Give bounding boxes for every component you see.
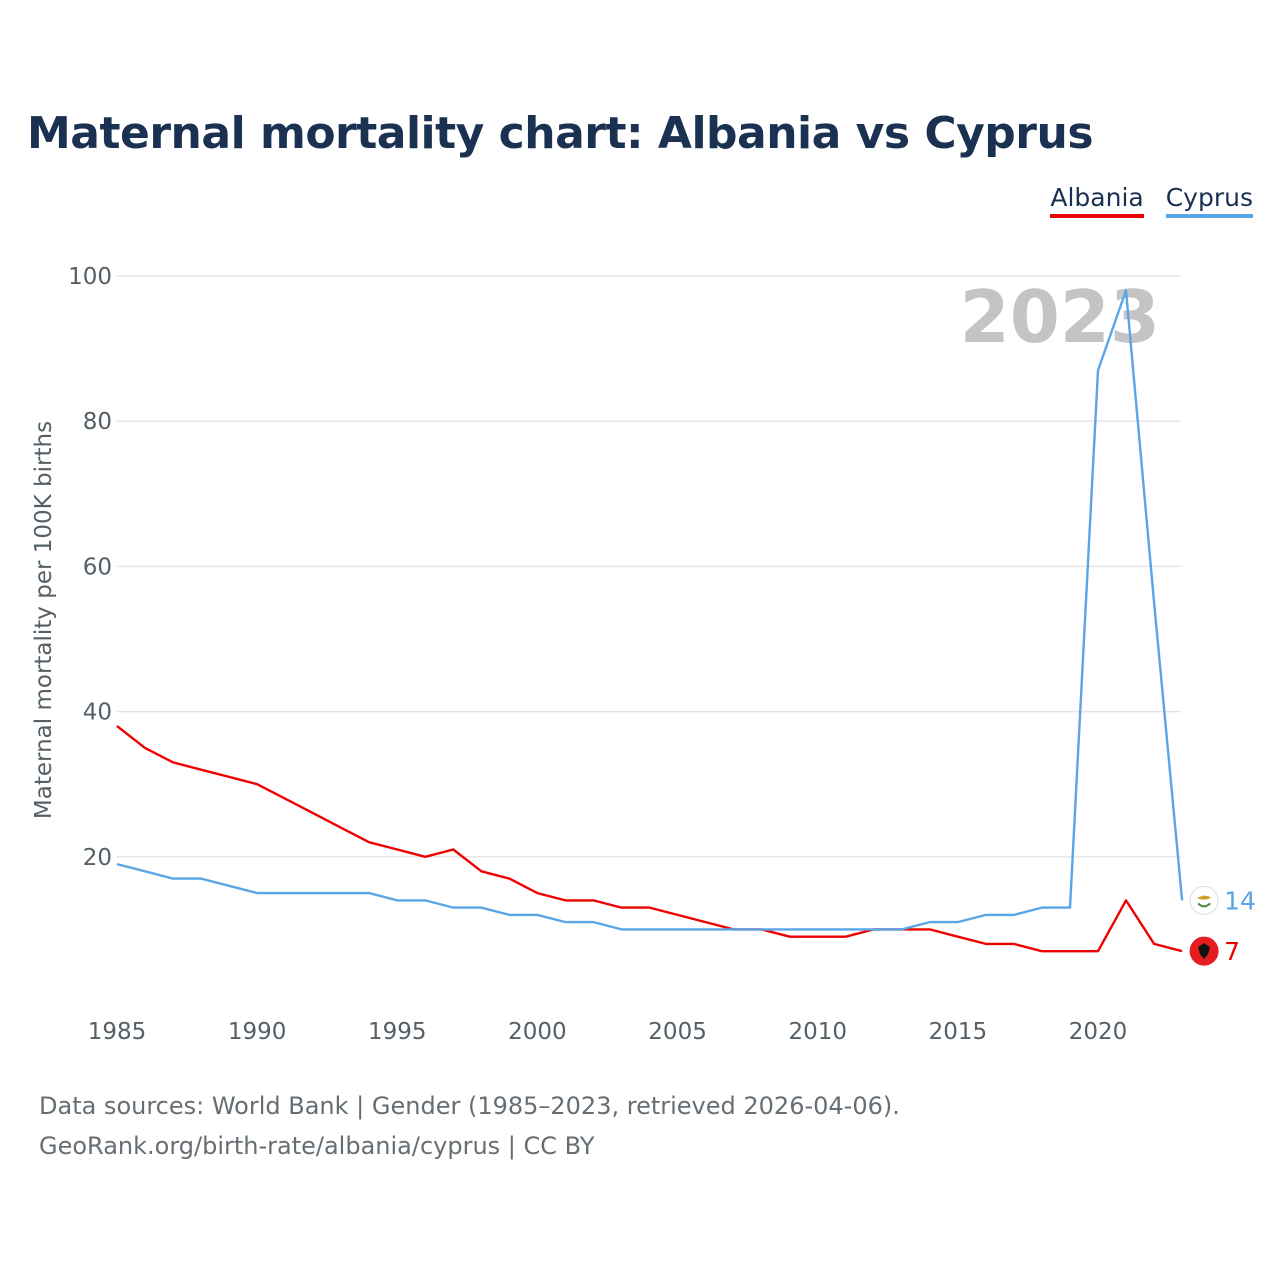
y-tick-label: 40 [83,700,112,726]
grid-lines [117,275,1181,858]
y-axis-ticks: 20 40 60 80 100 [68,264,112,871]
end-value-label-cyprus: 14 [1224,886,1256,915]
series-group [116,289,1184,953]
y-tick-label: 100 [68,264,112,290]
legend: Albania Cyprus [1050,183,1253,218]
end-markers: 7 14 [1189,885,1256,966]
line-chart: 20 40 60 80 100 1985 1990 1995 2000 2005 2010 2015… [31,264,1256,1045]
x-tick-label: 1985 [88,1019,147,1045]
olive-branch-icon [1197,902,1211,908]
legend-item-albania[interactable]: Albania [1050,183,1144,218]
source-note: Data sources: World Bank | Gender (1985–… [39,1086,900,1166]
source-line-2[interactable]: GeoRank.org/birth-rate/albania/cyprus | … [39,1132,595,1160]
legend-item-cyprus[interactable]: Cyprus [1165,183,1253,218]
island-map-icon [1197,895,1212,900]
eagle-icon [1198,943,1211,960]
x-axis-ticks: 1985 1990 1995 2000 2005 2010 2015 2020 [88,1019,1128,1045]
y-tick-label: 20 [83,845,112,871]
source-line-1: Data sources: World Bank | Gender (1985–… [39,1092,900,1120]
x-tick-label: 1995 [368,1019,427,1045]
y-axis-label: Maternal mortality per 100K births [31,421,57,819]
x-tick-label: 1990 [228,1019,287,1045]
year-watermark: 2023 [960,275,1160,359]
series-line-cyprus[interactable] [116,289,1184,931]
x-tick-label: 2005 [648,1019,707,1045]
y-tick-label: 60 [83,554,112,580]
end-value-label-albania: 7 [1224,937,1240,966]
chart-title: Maternal mortality chart: Albania vs Cyp… [27,108,1094,159]
series-line-albania[interactable] [116,725,1183,953]
x-tick-label: 2000 [508,1019,567,1045]
x-tick-label: 2010 [788,1019,847,1045]
flag-marker-cyprus [1189,885,1219,915]
x-tick-label: 2015 [929,1019,988,1045]
y-tick-label: 80 [83,409,112,435]
x-tick-label: 2020 [1069,1019,1128,1045]
